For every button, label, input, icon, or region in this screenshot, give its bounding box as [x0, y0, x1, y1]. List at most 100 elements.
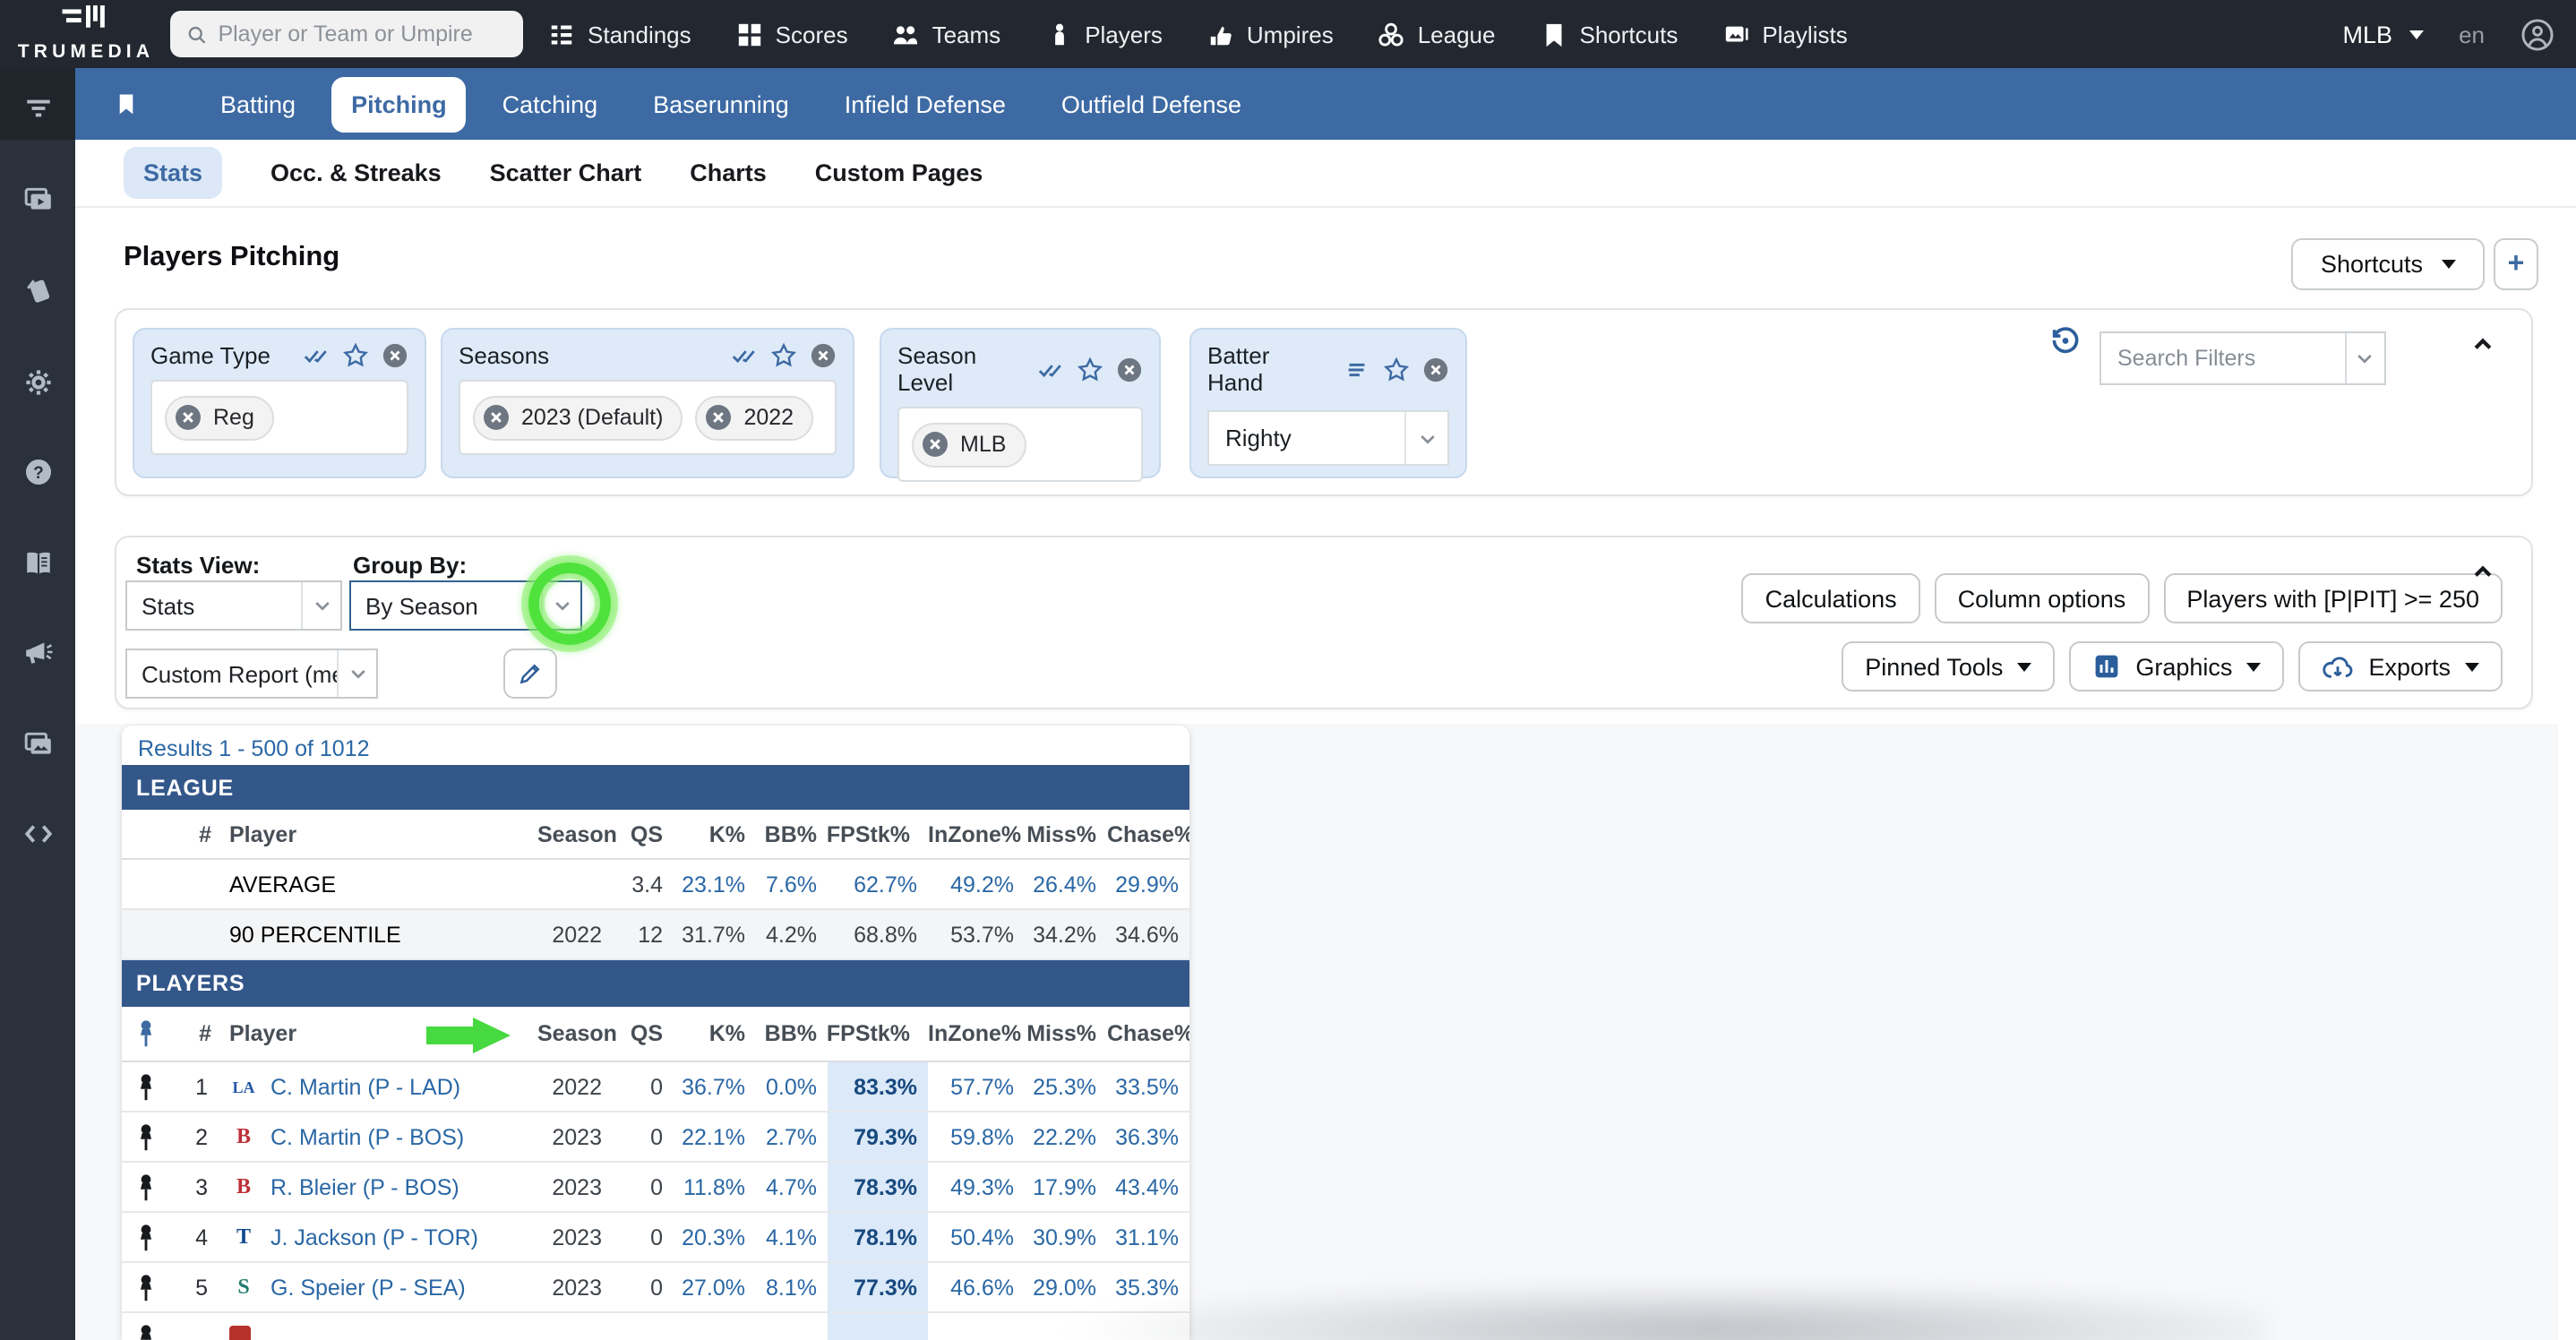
- stat-cell[interactable]: 57.7%: [928, 1074, 1025, 1099]
- player-name-link[interactable]: J. Jackson (P - TOR): [270, 1224, 478, 1250]
- stat-cell[interactable]: 4.1%: [756, 1224, 828, 1250]
- column-header-FPStk[interactable]: FPStk%: [828, 821, 928, 846]
- stat-cell[interactable]: 33.5%: [1107, 1074, 1189, 1099]
- subtab-custom-pages[interactable]: Custom Pages: [815, 159, 983, 186]
- column-header-BB[interactable]: BB%: [756, 821, 828, 846]
- graphics-button[interactable]: Graphics: [2069, 641, 2284, 691]
- chip-remove-icon[interactable]: [174, 403, 202, 432]
- filter-chip[interactable]: 2023 (Default): [473, 395, 683, 440]
- tab-pitching[interactable]: Pitching: [331, 76, 467, 132]
- column-header-Chase[interactable]: Chase%: [1107, 1021, 1189, 1046]
- top-nav-item-playlists[interactable]: Playlists: [1722, 21, 1847, 47]
- stat-cell[interactable]: 17.9%: [1025, 1174, 1107, 1199]
- column-header-Chase[interactable]: Chase%: [1107, 821, 1189, 846]
- sidebar-item-code[interactable]: [0, 819, 75, 851]
- double-check-icon[interactable]: [303, 342, 330, 369]
- pin-cell[interactable]: [122, 1323, 168, 1340]
- player-name-link[interactable]: G. Speier (P - SEA): [270, 1275, 466, 1300]
- pin-cell[interactable]: [122, 1172, 168, 1201]
- column-header-[interactable]: #: [168, 821, 222, 846]
- stat-cell-fpstk[interactable]: 83.3%: [828, 1062, 928, 1111]
- pin-cell[interactable]: [122, 1072, 168, 1101]
- filter-history-icon[interactable]: [2049, 324, 2082, 356]
- remove-filter-icon[interactable]: [1422, 356, 1449, 382]
- sidebar-item-cards[interactable]: [0, 276, 75, 308]
- collapse-filters-chevron-up-icon[interactable]: [2470, 331, 2495, 356]
- stat-cell[interactable]: 25.3%: [1025, 1074, 1107, 1099]
- pin-cell[interactable]: [122, 1273, 168, 1301]
- list-lines-icon[interactable]: [1344, 356, 1370, 382]
- tab-baserunning[interactable]: Baserunning: [633, 76, 809, 132]
- column-header-Miss[interactable]: Miss%: [1025, 821, 1107, 846]
- collapse-controls-chevron-up-icon[interactable]: [2470, 559, 2495, 584]
- sidebar-item-images[interactable]: [0, 729, 75, 761]
- stat-cell[interactable]: 20.3%: [674, 1224, 756, 1250]
- star-icon[interactable]: [1383, 356, 1410, 382]
- pin-cell[interactable]: [122, 1122, 168, 1151]
- stat-cell[interactable]: 49.3%: [928, 1174, 1025, 1199]
- stat-cell-fpstk[interactable]: 77.3%: [828, 1263, 928, 1311]
- pin-icon[interactable]: [135, 1273, 155, 1301]
- pin-icon[interactable]: [135, 1223, 155, 1251]
- column-header-K[interactable]: K%: [674, 821, 756, 846]
- stat-cell-fpstk[interactable]: 62.7%: [828, 872, 928, 897]
- stat-cell[interactable]: 23.1%: [674, 872, 756, 897]
- sidebar-item-video[interactable]: [0, 185, 75, 217]
- stat-cell[interactable]: 7.6%: [756, 872, 828, 897]
- stat-cell[interactable]: 36.3%: [1107, 1124, 1189, 1149]
- stat-cell-fpstk[interactable]: 79.3%: [828, 1112, 928, 1161]
- stat-cell-fpstk[interactable]: 78.3%: [828, 1163, 928, 1211]
- stat-cell[interactable]: 36.7%: [674, 1074, 756, 1099]
- star-icon[interactable]: [342, 342, 369, 369]
- pin-column-header[interactable]: [122, 1019, 168, 1048]
- trumedia-logo[interactable]: TRUMEDIA: [11, 4, 161, 63]
- search-filters-box[interactable]: [2099, 331, 2386, 385]
- stat-cell[interactable]: 46.6%: [928, 1275, 1025, 1300]
- double-check-icon[interactable]: [731, 342, 758, 369]
- pin-icon[interactable]: [135, 1072, 155, 1101]
- stat-cell[interactable]: 59.8%: [928, 1124, 1025, 1149]
- tab-batting[interactable]: Batting: [201, 76, 315, 132]
- player-name-link[interactable]: C. Martin (P - LAD): [270, 1074, 460, 1099]
- pin-icon[interactable]: [135, 1323, 155, 1340]
- pinned-tools-button[interactable]: Pinned Tools: [1842, 641, 2055, 691]
- double-check-icon[interactable]: [1037, 356, 1064, 382]
- stat-cell[interactable]: 30.9%: [1025, 1224, 1107, 1250]
- global-search-input[interactable]: [218, 21, 507, 47]
- column-header-Player[interactable]: Player: [222, 1021, 537, 1046]
- pin-icon[interactable]: [135, 1122, 155, 1151]
- search-filters-input[interactable]: [2101, 346, 2345, 371]
- chip-remove-icon[interactable]: [482, 403, 511, 432]
- subtab-occ-streaks[interactable]: Occ. & Streaks: [270, 159, 442, 186]
- stat-cell[interactable]: 4.7%: [756, 1174, 828, 1199]
- stat-cell[interactable]: 0.0%: [756, 1074, 828, 1099]
- column-options-button[interactable]: Column options: [1935, 573, 2150, 623]
- top-nav-item-league[interactable]: League: [1378, 21, 1496, 47]
- remove-filter-icon[interactable]: [382, 342, 408, 369]
- subtab-stats[interactable]: Stats: [124, 147, 222, 199]
- calculations-button[interactable]: Calculations: [1742, 573, 1920, 623]
- column-header-QS[interactable]: QS: [613, 821, 674, 846]
- stat-cell[interactable]: 50.4%: [928, 1224, 1025, 1250]
- league-selector[interactable]: MLB: [2343, 21, 2424, 47]
- stat-cell[interactable]: 29.0%: [1025, 1275, 1107, 1300]
- exports-button[interactable]: Exports: [2298, 641, 2503, 691]
- column-header-K[interactable]: K%: [674, 1021, 756, 1046]
- stat-cell[interactable]: 27.0%: [674, 1275, 756, 1300]
- top-nav-item-teams[interactable]: Teams: [893, 21, 1001, 47]
- remove-filter-icon[interactable]: [810, 342, 837, 369]
- column-header-Season[interactable]: Season: [537, 1021, 613, 1046]
- column-header-QS[interactable]: QS: [613, 1021, 674, 1046]
- filter-chip[interactable]: MLB: [912, 422, 1026, 467]
- sidebar-item-megaphone[interactable]: [0, 638, 75, 670]
- shortcuts-button[interactable]: Shortcuts: [2291, 238, 2485, 290]
- pin-cell[interactable]: [122, 1223, 168, 1251]
- stat-cell[interactable]: 35.3%: [1107, 1275, 1189, 1300]
- global-search[interactable]: [170, 11, 523, 57]
- tab-infield-defense[interactable]: Infield Defense: [825, 76, 1026, 132]
- stat-cell[interactable]: 26.4%: [1025, 872, 1107, 897]
- column-header-BB[interactable]: BB%: [756, 1021, 828, 1046]
- top-nav-item-scores[interactable]: Scores: [736, 21, 848, 47]
- bookmark-icon[interactable]: [115, 90, 138, 118]
- sidebar-item-filter[interactable]: [0, 93, 75, 125]
